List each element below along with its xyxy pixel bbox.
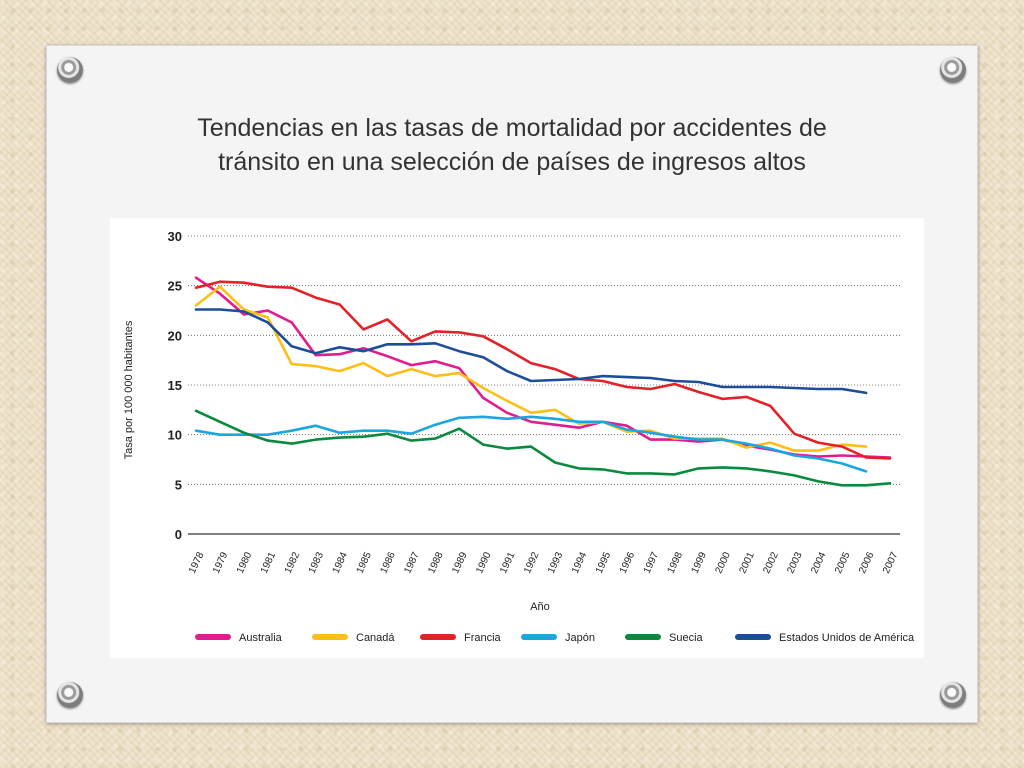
series-line-canadá — [194, 285, 868, 452]
x-tick-label: 1991 — [498, 550, 518, 575]
x-tick-label: 1979 — [211, 550, 231, 575]
x-tick-label: 1981 — [259, 550, 279, 575]
x-tick-label: 1990 — [474, 550, 494, 575]
title-line-1: Tendencias en las tasas de mortalidad po… — [197, 114, 827, 142]
slide-card: Tendencias en las tasas de mortalidad po… — [46, 45, 978, 723]
x-tick-label: 1997 — [642, 550, 662, 575]
x-tick-label: 1985 — [355, 550, 375, 575]
legend-label: Suecia — [669, 632, 704, 644]
x-tick-label: 1982 — [283, 550, 303, 575]
x-tick-label: 2000 — [714, 550, 734, 575]
x-axis-ticks: 1978 1979 1980 1981 1982 1983 1984 1985 1986 1987… — [187, 550, 901, 575]
screw-bottom-left-icon — [57, 682, 83, 708]
legend-label: Canadá — [356, 632, 395, 644]
legend-label: Japón — [565, 632, 595, 644]
x-tick-label: 1987 — [402, 550, 422, 575]
x-tick-label: 2005 — [833, 550, 853, 575]
x-tick-label: 1992 — [522, 550, 542, 575]
x-tick-label: 1993 — [546, 550, 566, 575]
x-tick-label: 2003 — [785, 550, 805, 575]
legend-label: Australia — [239, 632, 283, 644]
series-line-suecia — [194, 409, 892, 487]
x-tick-label: 1986 — [378, 550, 398, 575]
x-tick-label: 2001 — [737, 550, 757, 575]
chart-panel: 0 5 10 15 20 25 30 1978 1979 1980 1981 1982 1983 198… — [110, 218, 924, 658]
x-tick-label: 1988 — [426, 550, 446, 575]
x-tick-label: 2007 — [881, 550, 901, 575]
y-tick-label: 5 — [175, 477, 182, 492]
y-axis-label: Tasa por 100 000 habitantes — [123, 320, 135, 459]
y-tick-label: 20 — [168, 328, 182, 343]
series-lines — [194, 276, 892, 487]
x-tick-label: 2004 — [809, 550, 829, 575]
x-tick-label: 1989 — [450, 550, 470, 575]
x-tick-label: 1983 — [307, 550, 327, 575]
x-tick-label: 1996 — [618, 550, 638, 575]
x-tick-label: 1984 — [331, 550, 351, 575]
grid — [188, 235, 900, 535]
legend-item: Suecia — [625, 632, 704, 644]
x-tick-label: 1978 — [187, 550, 207, 575]
x-tick-label: 1995 — [594, 550, 614, 575]
legend-label: Estados Unidos de América — [779, 632, 915, 644]
y-axis-ticks: 0 5 10 15 20 25 30 — [168, 229, 182, 542]
series-line-japón — [194, 415, 868, 473]
legend-item: Japón — [521, 632, 595, 644]
x-axis-label: Año — [530, 601, 550, 613]
title-line-2: tránsito en una selección de países de i… — [218, 148, 806, 176]
series-line-estados-unidos-de-américa — [194, 308, 868, 395]
x-tick-label: 1980 — [235, 550, 255, 575]
slide-title: Tendencias en las tasas de mortalidad po… — [46, 111, 978, 179]
legend: Australia Canadá Francia Japón Suecia Estados… — [195, 632, 915, 644]
screw-top-right-icon — [940, 57, 966, 83]
y-tick-label: 15 — [168, 378, 182, 393]
x-tick-label: 2006 — [857, 550, 877, 575]
y-tick-label: 0 — [175, 527, 182, 542]
series-line-francia — [194, 280, 892, 460]
series-line-australia — [194, 276, 892, 459]
legend-item: Australia — [195, 632, 283, 644]
legend-label: Francia — [464, 632, 502, 644]
x-tick-label: 2002 — [761, 550, 781, 575]
legend-item: Estados Unidos de América — [735, 632, 915, 644]
legend-item: Canadá — [312, 632, 395, 644]
legend-item: Francia — [420, 632, 502, 644]
y-tick-label: 30 — [168, 229, 182, 244]
y-tick-label: 10 — [168, 428, 182, 443]
y-tick-label: 25 — [168, 279, 182, 294]
x-tick-label: 1994 — [570, 550, 590, 575]
x-tick-label: 1998 — [666, 550, 686, 575]
x-tick-label: 1999 — [690, 550, 710, 575]
screw-bottom-right-icon — [940, 682, 966, 708]
screw-top-left-icon — [57, 57, 83, 83]
